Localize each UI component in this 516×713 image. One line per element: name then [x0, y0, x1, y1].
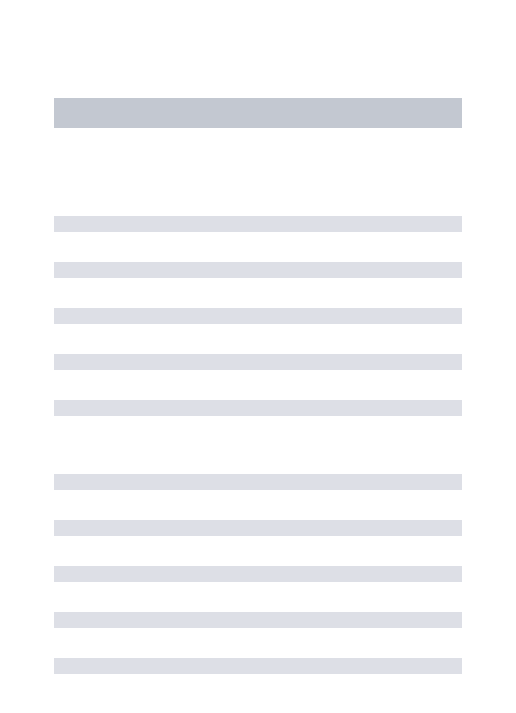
skeleton-line	[54, 658, 462, 674]
skeleton-line	[54, 566, 462, 582]
skeleton-line	[54, 354, 462, 370]
skeleton-line	[54, 474, 462, 490]
skeleton-line	[54, 520, 462, 536]
skeleton-line	[54, 308, 462, 324]
skeleton-header-bar	[54, 98, 462, 128]
skeleton-line	[54, 216, 462, 232]
skeleton-line	[54, 400, 462, 416]
skeleton-line	[54, 612, 462, 628]
skeleton-line	[54, 262, 462, 278]
